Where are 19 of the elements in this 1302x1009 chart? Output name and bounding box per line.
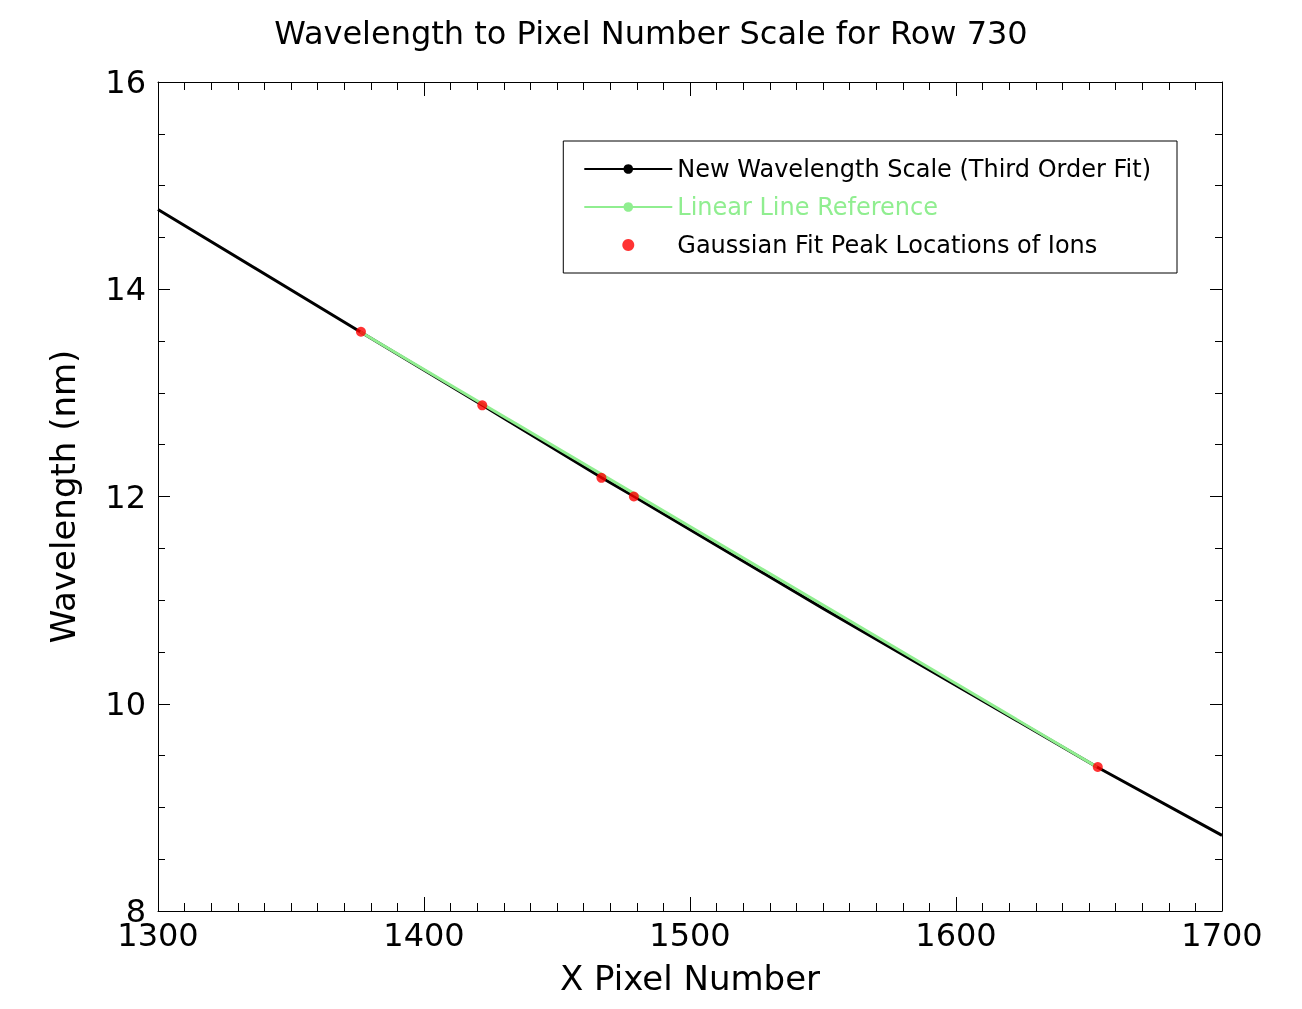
- legend-label: Gaussian Fit Peak Locations of Ions: [677, 231, 1098, 259]
- point: [596, 472, 607, 483]
- x-axis-title: X Pixel Number: [559, 958, 821, 998]
- legend-label: Linear Line Reference: [677, 193, 938, 221]
- y-tick-label: 10: [105, 684, 146, 723]
- x-tick-label: 1700: [1181, 916, 1263, 954]
- point: [628, 491, 639, 502]
- y-tick-label: 14: [105, 270, 146, 309]
- x-tick-label: 1600: [915, 916, 997, 954]
- point: [477, 400, 488, 411]
- x-tick-label: 1400: [383, 916, 465, 954]
- point: [1092, 761, 1103, 772]
- point: [355, 326, 366, 337]
- legend-label: New Wavelength Scale (Third Order Fit): [677, 155, 1151, 183]
- chart-title: Wavelength to Pixel Number Scale for Row 730: [274, 14, 1028, 52]
- x-tick-label: 1500: [649, 916, 731, 954]
- y-axis-title: Wavelength (nm): [43, 349, 83, 644]
- y-tick-label: 12: [105, 477, 146, 516]
- y-tick-label: 16: [105, 63, 146, 101]
